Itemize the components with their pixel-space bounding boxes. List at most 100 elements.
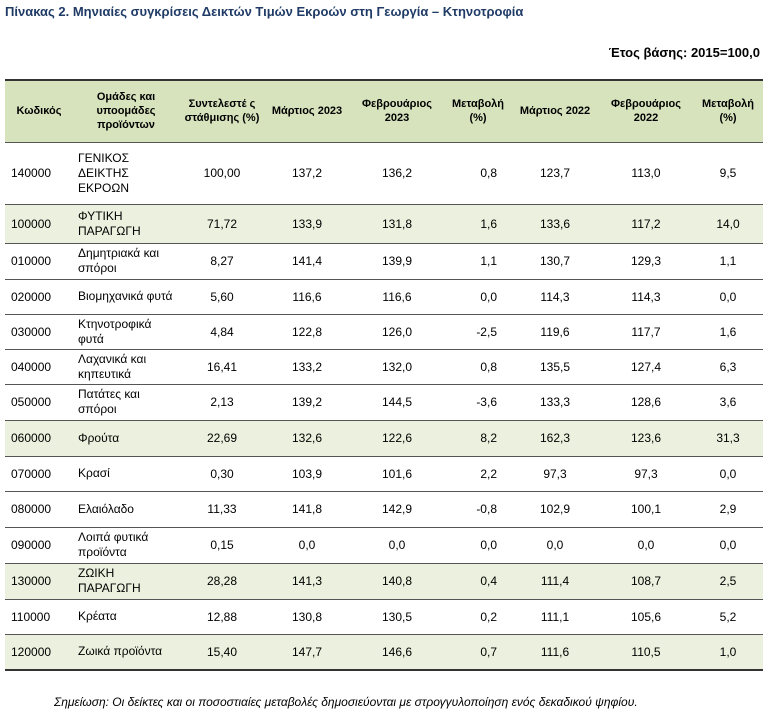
row-february-2022: 123,6	[599, 420, 693, 457]
row-february-2022: 0,0	[599, 527, 693, 564]
header-code: Κωδικός	[5, 80, 73, 143]
table-title: Πίνακας 2. Μηνιαίες συγκρίσεις Δεικτών Τ…	[5, 4, 524, 19]
row-march-2023: 141,3	[265, 563, 349, 600]
row-change-2022: 5,2	[693, 599, 763, 635]
row-change-2022: 0,0	[693, 527, 763, 564]
row-change-2022: 14,0	[693, 204, 763, 244]
row-weight: 8,27	[179, 243, 265, 280]
row-change-2022: 0,0	[693, 279, 763, 315]
row-february-2022: 128,6	[599, 384, 693, 421]
row-march-2022: 133,3	[511, 384, 599, 421]
row-code: 020000	[5, 279, 73, 315]
row-change-2023: 2,2	[445, 456, 511, 492]
row-weight: 0,15	[179, 527, 265, 564]
row-change-2022: 6,3	[693, 349, 763, 385]
price-index-table: Κωδικός Ομάδες και υποομάδες προϊόντων Σ…	[5, 79, 763, 671]
row-february-2023: 130,5	[349, 599, 445, 635]
row-february-2023: 140,8	[349, 563, 445, 600]
row-change-2023: 1,1	[445, 243, 511, 280]
row-name: Κρασί	[73, 456, 179, 492]
row-weight: 28,28	[179, 563, 265, 600]
row-march-2023: 133,9	[265, 204, 349, 244]
row-march-2022: 111,4	[511, 563, 599, 600]
row-code: 140000	[5, 142, 73, 205]
header-row: Κωδικός Ομάδες και υποομάδες προϊόντων Σ…	[5, 80, 763, 143]
base-year: Έτος βάσης: 2015=100,0	[608, 45, 760, 60]
header-change-2023: Μεταβολή (%)	[445, 80, 511, 143]
row-name: Ελαιόλαδο	[73, 491, 179, 528]
row-change-2023: 0,0	[445, 279, 511, 315]
row-march-2022: 135,5	[511, 349, 599, 385]
row-name: ΦΥΤΙΚΗ ΠΑΡΑΓΩΓΗ	[73, 204, 179, 244]
row-march-2022: 102,9	[511, 491, 599, 528]
row-name: Φρούτα	[73, 420, 179, 457]
row-name: Κρέατα	[73, 599, 179, 635]
row-code: 110000	[5, 599, 73, 635]
row-change-2023: -3,6	[445, 384, 511, 421]
footnote: Σημείωση: Οι δείκτες και οι ποσοστιαίες …	[54, 695, 638, 709]
row-march-2023: 0,0	[265, 527, 349, 564]
row-february-2022: 105,6	[599, 599, 693, 635]
row-change-2023: 8,2	[445, 420, 511, 457]
row-change-2022: 1,0	[693, 634, 763, 671]
row-name: Κτηνοτροφικά φυτά	[73, 314, 179, 350]
row-change-2023: -2,5	[445, 314, 511, 350]
row-march-2022: 133,6	[511, 204, 599, 244]
row-february-2022: 127,4	[599, 349, 693, 385]
row-march-2022: 0,0	[511, 527, 599, 564]
row-weight: 4,84	[179, 314, 265, 350]
row-march-2022: 119,6	[511, 314, 599, 350]
row-march-2023: 141,8	[265, 491, 349, 528]
row-change-2023: 0,8	[445, 142, 511, 205]
row-february-2022: 113,0	[599, 142, 693, 205]
row-change-2022: 1,1	[693, 243, 763, 280]
row-code: 040000	[5, 349, 73, 385]
row-code: 120000	[5, 634, 73, 671]
header-weight: Συντελεστέ ς στάθμισης (%)	[179, 80, 265, 143]
table-row: 120000 Ζωικά προϊόντα 15,40 147,7 146,6 0,7 11…	[5, 634, 763, 671]
row-weight: 2,13	[179, 384, 265, 421]
row-march-2022: 97,3	[511, 456, 599, 492]
header-march-2022: Μάρτιος 2022	[511, 80, 599, 143]
table-row: 110000 Κρέατα 12,88 130,8 130,5 0,2 111,1 105,6…	[5, 599, 763, 635]
row-march-2022: 114,3	[511, 279, 599, 315]
row-code: 030000	[5, 314, 73, 350]
row-name: Πατάτες και σπόροι	[73, 384, 179, 421]
row-name: ΖΩΙΚΗ ΠΑΡΑΓΩΓΗ	[73, 563, 179, 600]
row-weight: 100,00	[179, 142, 265, 205]
row-change-2023: 0,4	[445, 563, 511, 600]
table-row: 050000 Πατάτες και σπόροι 2,13 139,2 144,5 -3…	[5, 384, 763, 421]
row-february-2023: 144,5	[349, 384, 445, 421]
row-march-2023: 132,6	[265, 420, 349, 457]
row-change-2022: 0,0	[693, 456, 763, 492]
row-february-2023: 126,0	[349, 314, 445, 350]
row-weight: 0,30	[179, 456, 265, 492]
row-weight: 16,41	[179, 349, 265, 385]
row-march-2023: 116,6	[265, 279, 349, 315]
table-row: 080000 Ελαιόλαδο 11,33 141,8 142,9 -0,8 102,9 1…	[5, 491, 763, 528]
row-march-2022: 130,7	[511, 243, 599, 280]
row-march-2022: 111,1	[511, 599, 599, 635]
header-february-2023: Φεβρουάριος 2023	[349, 80, 445, 143]
row-february-2023: 139,9	[349, 243, 445, 280]
row-change-2022: 2,5	[693, 563, 763, 600]
table-row: 010000 Δημητριακά και σπόροι 8,27 141,4 139,…	[5, 243, 763, 280]
row-march-2023: 141,4	[265, 243, 349, 280]
row-march-2023: 130,8	[265, 599, 349, 635]
table-row: 070000 Κρασί 0,30 103,9 101,6 2,2 97,3 97,3 0,0	[5, 456, 763, 492]
table-row: 100000 ΦΥΤΙΚΗ ΠΑΡΑΓΩΓΗ 71,72 133,9 131,8 1,6 1…	[5, 204, 763, 244]
row-march-2022: 123,7	[511, 142, 599, 205]
row-change-2022: 31,3	[693, 420, 763, 457]
row-code: 070000	[5, 456, 73, 492]
row-code: 130000	[5, 563, 73, 600]
row-name: Λοιπά φυτικά προϊόντα	[73, 527, 179, 564]
row-february-2023: 101,6	[349, 456, 445, 492]
row-change-2022: 9,5	[693, 142, 763, 205]
row-february-2023: 146,6	[349, 634, 445, 671]
row-february-2022: 97,3	[599, 456, 693, 492]
row-name: Ζωικά προϊόντα	[73, 634, 179, 671]
row-weight: 11,33	[179, 491, 265, 528]
row-february-2023: 136,2	[349, 142, 445, 205]
row-change-2022: 1,6	[693, 314, 763, 350]
row-march-2023: 122,8	[265, 314, 349, 350]
